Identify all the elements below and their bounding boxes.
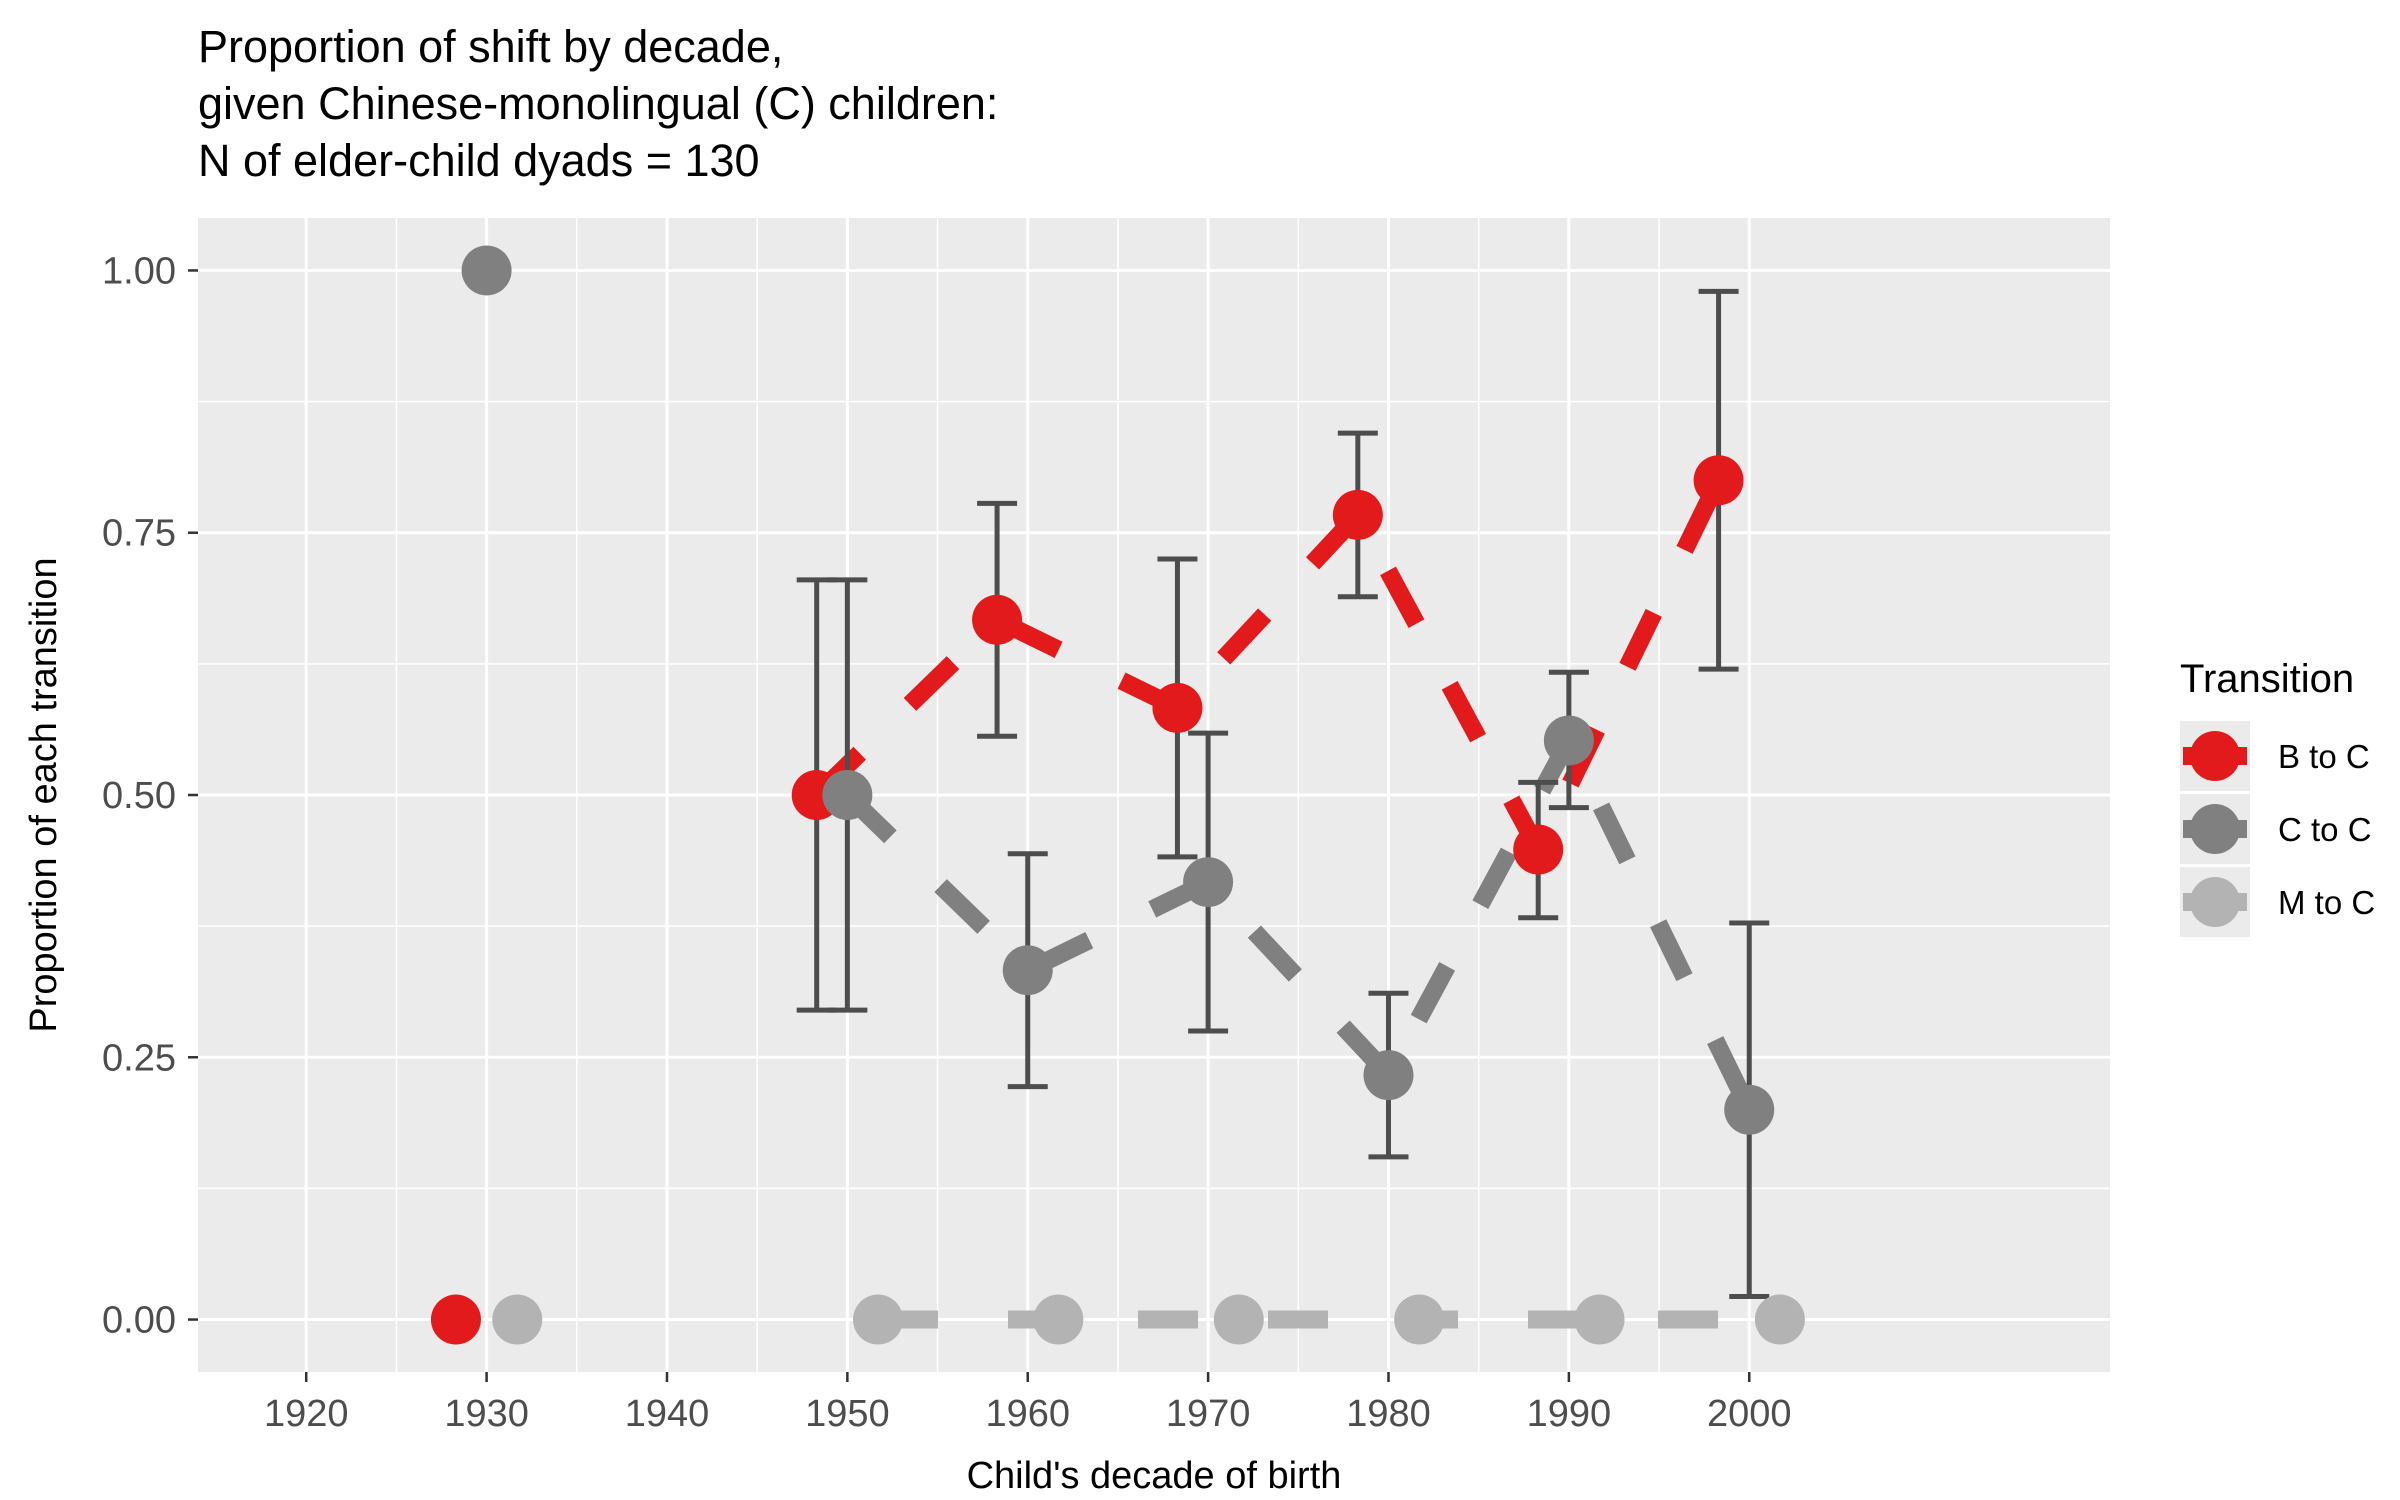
y-tick-label: 0.50 — [102, 775, 176, 817]
legend-label: M to C — [2278, 884, 2375, 921]
data-point — [430, 1294, 481, 1345]
data-point — [972, 594, 1023, 645]
x-tick-label: 1930 — [444, 1393, 529, 1435]
data-point — [1513, 824, 1564, 875]
x-tick-label: 1920 — [264, 1393, 349, 1435]
x-tick-label: 1970 — [1166, 1393, 1251, 1435]
data-point — [1152, 682, 1203, 733]
x-axis: 1920 1930 1940 1950 1960 1970 1980 1990 2000 — [264, 1372, 1792, 1435]
y-tick-label: 0.75 — [102, 513, 176, 555]
data-point — [492, 1294, 543, 1345]
data-point — [1363, 1050, 1414, 1101]
data-point — [1693, 455, 1744, 506]
y-tick-label: 0.25 — [102, 1037, 176, 1079]
legend-label: C to C — [2278, 811, 2372, 848]
legend-key-point — [2190, 877, 2240, 927]
legend-key-point — [2190, 731, 2240, 781]
chart-title-line: given Chinese-monolingual (C) children: — [198, 78, 998, 129]
chart-title: Proportion of shift by decade, given Chin… — [198, 21, 998, 186]
data-point — [1754, 1294, 1805, 1345]
data-point — [1213, 1294, 1264, 1345]
legend-item: B to C — [2180, 721, 2370, 791]
series-lines — [810, 476, 1780, 1329]
y-axis-label: Proportion of each transition — [23, 557, 65, 1032]
data-point — [1543, 715, 1594, 766]
y-axis: 0.00 0.25 0.50 0.75 1.00 — [102, 250, 198, 1342]
legend-item: C to C — [2180, 794, 2372, 864]
legend-label: B to C — [2278, 738, 2370, 775]
legend-item: M to C — [2180, 867, 2375, 937]
data-point — [1724, 1084, 1775, 1135]
legend: Transition B to C C to C M to C — [2180, 657, 2375, 937]
data-point — [853, 1294, 904, 1345]
chart-title-line: Proportion of shift by decade, — [198, 21, 783, 72]
data-point — [1332, 489, 1383, 540]
x-tick-label: 1990 — [1527, 1393, 1612, 1435]
data-point — [1574, 1294, 1625, 1345]
chart-title-line: N of elder-child dyads = 130 — [198, 135, 760, 186]
y-tick-label: 1.00 — [102, 250, 176, 292]
data-point — [822, 770, 873, 820]
data-point — [1394, 1294, 1445, 1345]
data-points — [430, 245, 1805, 1345]
x-tick-label: 1980 — [1346, 1393, 1431, 1435]
x-tick-label: 1960 — [985, 1393, 1070, 1435]
data-point — [1002, 945, 1053, 996]
x-tick-label: 2000 — [1707, 1393, 1792, 1435]
data-point — [1033, 1294, 1084, 1345]
legend-title: Transition — [2180, 657, 2354, 701]
data-point — [1183, 857, 1234, 908]
legend-key-point — [2190, 804, 2240, 854]
y-tick-label: 0.00 — [102, 1300, 176, 1342]
x-axis-label: Child's decade of birth — [967, 1455, 1342, 1497]
data-point — [461, 245, 512, 296]
x-tick-label: 1950 — [805, 1393, 890, 1435]
x-tick-label: 1940 — [625, 1393, 710, 1435]
